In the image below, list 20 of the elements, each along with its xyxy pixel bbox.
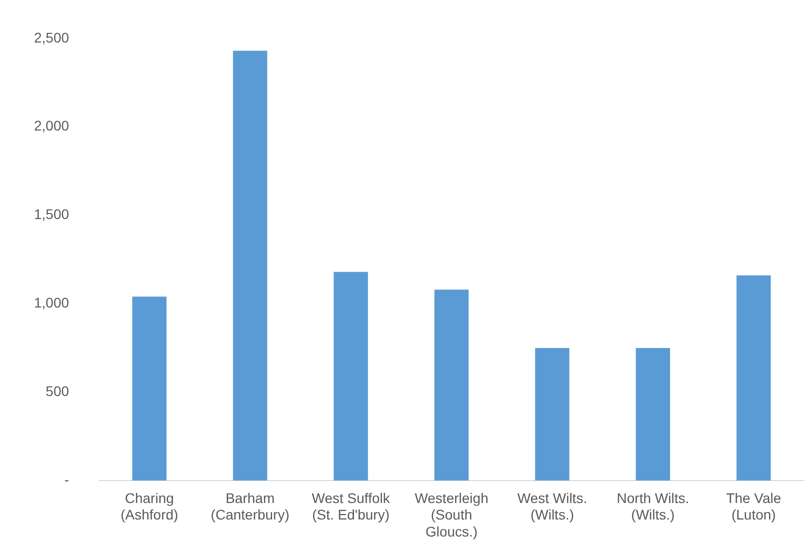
- x-tick-label: Barham (Canterbury): [210, 490, 290, 523]
- y-tick-label: 1,500: [34, 206, 70, 222]
- bar: [636, 348, 670, 481]
- y-tick-label: 1,000: [34, 294, 70, 311]
- y-tick-label: 2,000: [34, 118, 70, 134]
- x-tick-label: Charing (Ashford): [120, 490, 178, 523]
- x-tick-label: West Wilts. (Wilts.): [517, 490, 588, 523]
- bar: [736, 275, 771, 481]
- bar: [132, 296, 167, 481]
- bar: [434, 290, 469, 481]
- x-tick-label: North Wilts. (Wilts.): [616, 490, 690, 523]
- y-tick-label: 500: [46, 383, 70, 400]
- y-tick-label: -: [64, 471, 70, 488]
- y-tick-label: 2,500: [34, 29, 70, 46]
- bar: [334, 272, 368, 481]
- x-tick-label: Westerleigh (South Gloucs.): [414, 490, 488, 540]
- x-tick-label: West Suffolk (St. Ed'bury): [312, 490, 391, 523]
- x-tick-label: The Vale (Luton): [726, 490, 782, 523]
- bar: [535, 348, 570, 481]
- bar: [232, 50, 268, 481]
